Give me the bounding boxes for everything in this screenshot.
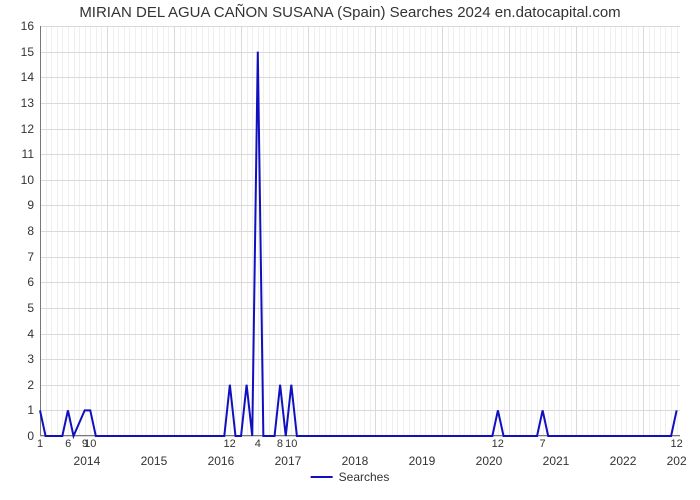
y-tick-label: 13 bbox=[21, 96, 40, 110]
y-tick-label: 6 bbox=[27, 275, 40, 289]
legend: Searches bbox=[311, 470, 390, 484]
x-year-label: 2017 bbox=[275, 436, 302, 468]
y-tick-label: 10 bbox=[21, 173, 40, 187]
x-month-label: 1 bbox=[37, 436, 43, 450]
x-year-label: 2022 bbox=[610, 436, 637, 468]
y-tick-label: 5 bbox=[27, 301, 40, 315]
line-series bbox=[40, 26, 680, 436]
x-year-label: 2018 bbox=[342, 436, 369, 468]
plot-area: 0123456789101112131415161691012481012712… bbox=[40, 26, 680, 436]
y-tick-label: 15 bbox=[21, 45, 40, 59]
x-year-label: 2015 bbox=[141, 436, 168, 468]
y-tick-label: 16 bbox=[21, 19, 40, 33]
x-year-label: 2020 bbox=[476, 436, 503, 468]
legend-swatch bbox=[311, 476, 333, 478]
series-line bbox=[40, 52, 677, 436]
x-year-label: 2016 bbox=[208, 436, 235, 468]
y-tick-label: 2 bbox=[27, 378, 40, 392]
x-year-label: 2021 bbox=[543, 436, 570, 468]
y-tick-label: 4 bbox=[27, 327, 40, 341]
legend-label: Searches bbox=[339, 470, 390, 484]
y-tick-label: 7 bbox=[27, 250, 40, 264]
y-tick-label: 3 bbox=[27, 352, 40, 366]
chart-container: { "chart": { "type": "line", "title": "M… bbox=[0, 0, 700, 500]
x-year-label: 2019 bbox=[409, 436, 436, 468]
y-tick-label: 1 bbox=[27, 403, 40, 417]
x-year-label: 202 bbox=[667, 436, 687, 468]
y-tick-label: 9 bbox=[27, 198, 40, 212]
y-tick-label: 8 bbox=[27, 224, 40, 238]
x-year-label: 2014 bbox=[74, 436, 101, 468]
y-tick-label: 11 bbox=[22, 147, 40, 161]
x-month-label: 6 bbox=[65, 436, 71, 450]
y-tick-label: 12 bbox=[21, 122, 40, 136]
chart-title: MIRIAN DEL AGUA CAÑON SUSANA (Spain) Sea… bbox=[0, 4, 700, 21]
y-tick-label: 14 bbox=[21, 70, 40, 84]
x-month-label: 4 bbox=[255, 436, 261, 450]
